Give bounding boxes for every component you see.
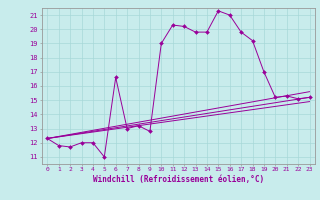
X-axis label: Windchill (Refroidissement éolien,°C): Windchill (Refroidissement éolien,°C) xyxy=(93,175,264,184)
